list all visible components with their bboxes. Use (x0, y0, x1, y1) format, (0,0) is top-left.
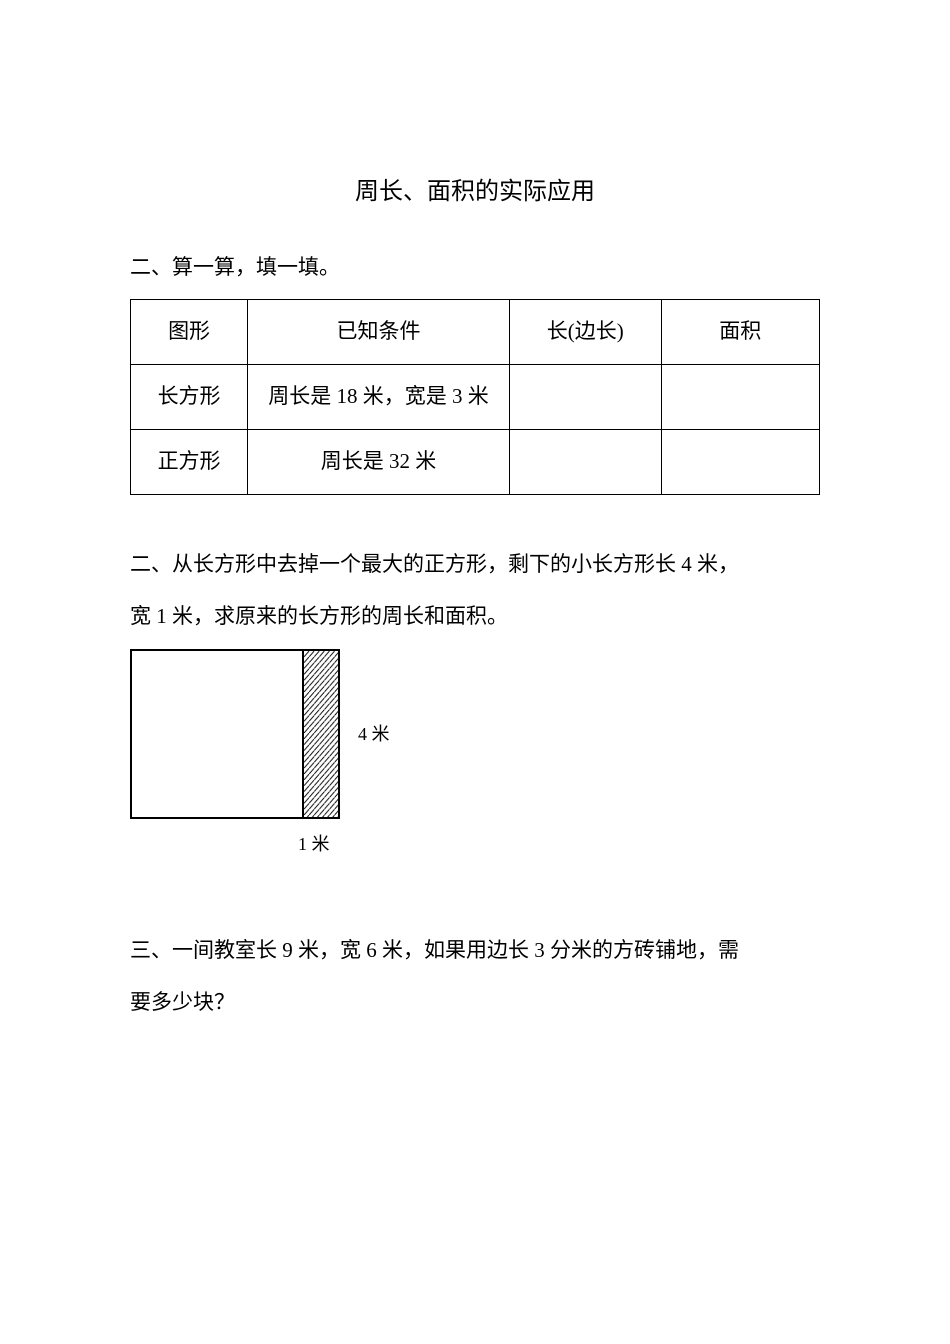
calculation-table: 图形 已知条件 长(边长) 面积 长方形 周长是 18 米，宽是 3 米 正方形… (130, 299, 820, 495)
section2-line1: 二、从长方形中去掉一个最大的正方形，剩下的小长方形长 4 米， (130, 545, 820, 585)
cell-area (661, 430, 819, 495)
section1-heading: 二、算一算，填一填。 (130, 248, 820, 288)
cell-length (509, 365, 661, 430)
cell-shape: 长方形 (131, 365, 248, 430)
header-condition: 已知条件 (248, 300, 510, 365)
section3-line1: 三、一间教室长 9 米，宽 6 米，如果用边长 3 分米的方砖铺地，需 (130, 931, 820, 971)
section2-line2: 宽 1 米，求原来的长方形的周长和面积。 (130, 597, 820, 637)
cell-area (661, 365, 819, 430)
diagram-square (132, 651, 302, 817)
table-row: 长方形 周长是 18 米，宽是 3 米 (131, 365, 820, 430)
cell-length (509, 430, 661, 495)
header-area: 面积 (661, 300, 819, 365)
diagram-label-right: 4 米 (358, 717, 390, 751)
diagram-label-bottom: 1 米 (298, 827, 820, 861)
table-row: 正方形 周长是 32 米 (131, 430, 820, 495)
section3: 三、一间教室长 9 米，宽 6 米，如果用边长 3 分米的方砖铺地，需 要多少块… (130, 931, 820, 1023)
header-length: 长(边长) (509, 300, 661, 365)
cell-shape: 正方形 (131, 430, 248, 495)
section3-line2: 要多少块？ (130, 983, 820, 1023)
cell-condition: 周长是 18 米，宽是 3 米 (248, 365, 510, 430)
page-title: 周长、面积的实际应用 (130, 170, 820, 216)
cell-condition: 周长是 32 米 (248, 430, 510, 495)
diagram-wrapper: 4 米 1 米 (130, 649, 820, 861)
diagram-hatched (302, 651, 338, 817)
table-header-row: 图形 已知条件 长(边长) 面积 (131, 300, 820, 365)
diagram-box (130, 649, 340, 819)
diagram-row: 4 米 (130, 649, 820, 819)
header-shape: 图形 (131, 300, 248, 365)
